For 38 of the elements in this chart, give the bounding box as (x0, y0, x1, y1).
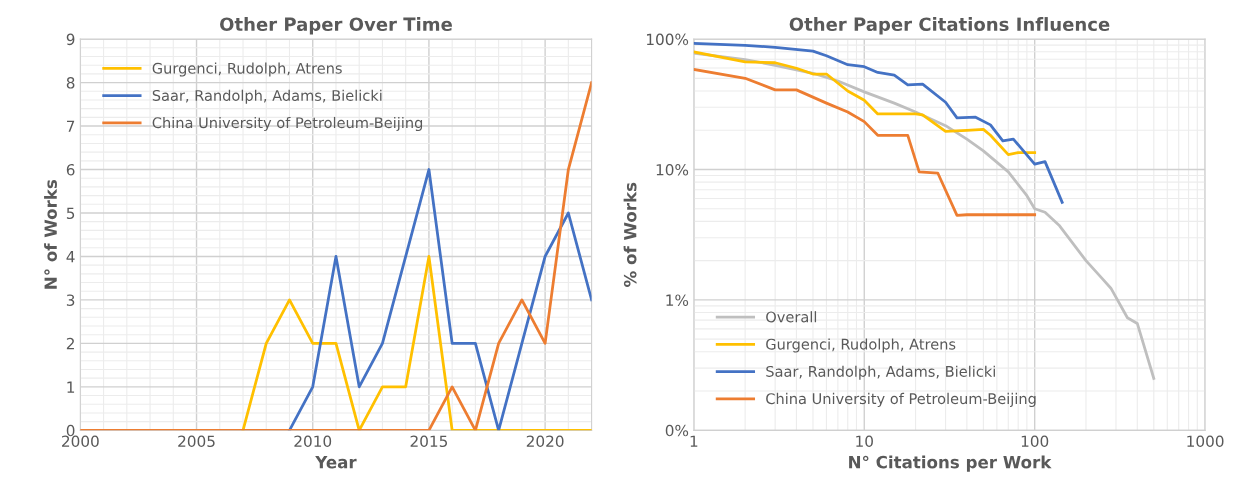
y-axis-title: N° of Works (44, 179, 57, 289)
legend-label: Saar, Randolph, Adams, Bielicki (766, 365, 995, 380)
y-tick-label: 1% (666, 294, 689, 306)
y-tick-label: 8 (66, 77, 75, 89)
legend-label: Gurgenci, Rudolph, Atrens (152, 62, 342, 77)
x-tick-label: 2020 (526, 435, 564, 448)
y-tick-label: 9 (66, 33, 75, 46)
legend-label: Gurgenci, Rudolph, Atrens (766, 338, 956, 353)
legend-label: Saar, Randolph, Adams, Bielicki (152, 89, 382, 104)
line-series (288, 168, 592, 431)
y-tick-label: 10% (656, 163, 689, 176)
x-tick-label: 2010 (294, 435, 332, 448)
line-series (241, 255, 592, 431)
legend-label: China University of Petroleum-Beijing (152, 116, 423, 132)
y-tick-label: 0% (665, 424, 689, 437)
x-tick-label: 100 (1021, 435, 1049, 448)
y-tick-label: 4 (66, 251, 75, 263)
y-tick-label: 3 (66, 294, 75, 306)
x-tick-label: 10 (856, 435, 873, 448)
x-axis-title: N° Citations per Work (849, 455, 1052, 472)
y-tick-label: 1 (67, 381, 75, 393)
x-axis-title: Year (315, 456, 357, 469)
legend-label: Overall (766, 311, 817, 323)
y-axis-title: % of Works (623, 182, 637, 287)
legend-label: China University of Petroleum-Beijing (766, 392, 1036, 407)
y-tick-label: 7 (67, 120, 75, 132)
chart-title: Other Paper Citations Influence (789, 17, 1110, 35)
y-tick-label: 2 (66, 337, 74, 350)
y-tick-label: 0 (66, 424, 75, 437)
x-tick-label: 2005 (178, 435, 215, 448)
chart-title: Other Paper Over Time (220, 17, 452, 35)
y-tick-label: 100% (646, 33, 689, 46)
x-tick-label: 2015 (410, 435, 448, 448)
x-tick-label: 2000 (62, 435, 99, 448)
x-tick-label: 1 (690, 435, 698, 447)
y-tick-label: 5 (66, 207, 75, 220)
y-tick-label: 6 (66, 163, 75, 176)
x-tick-label: 1000 (1187, 435, 1224, 448)
